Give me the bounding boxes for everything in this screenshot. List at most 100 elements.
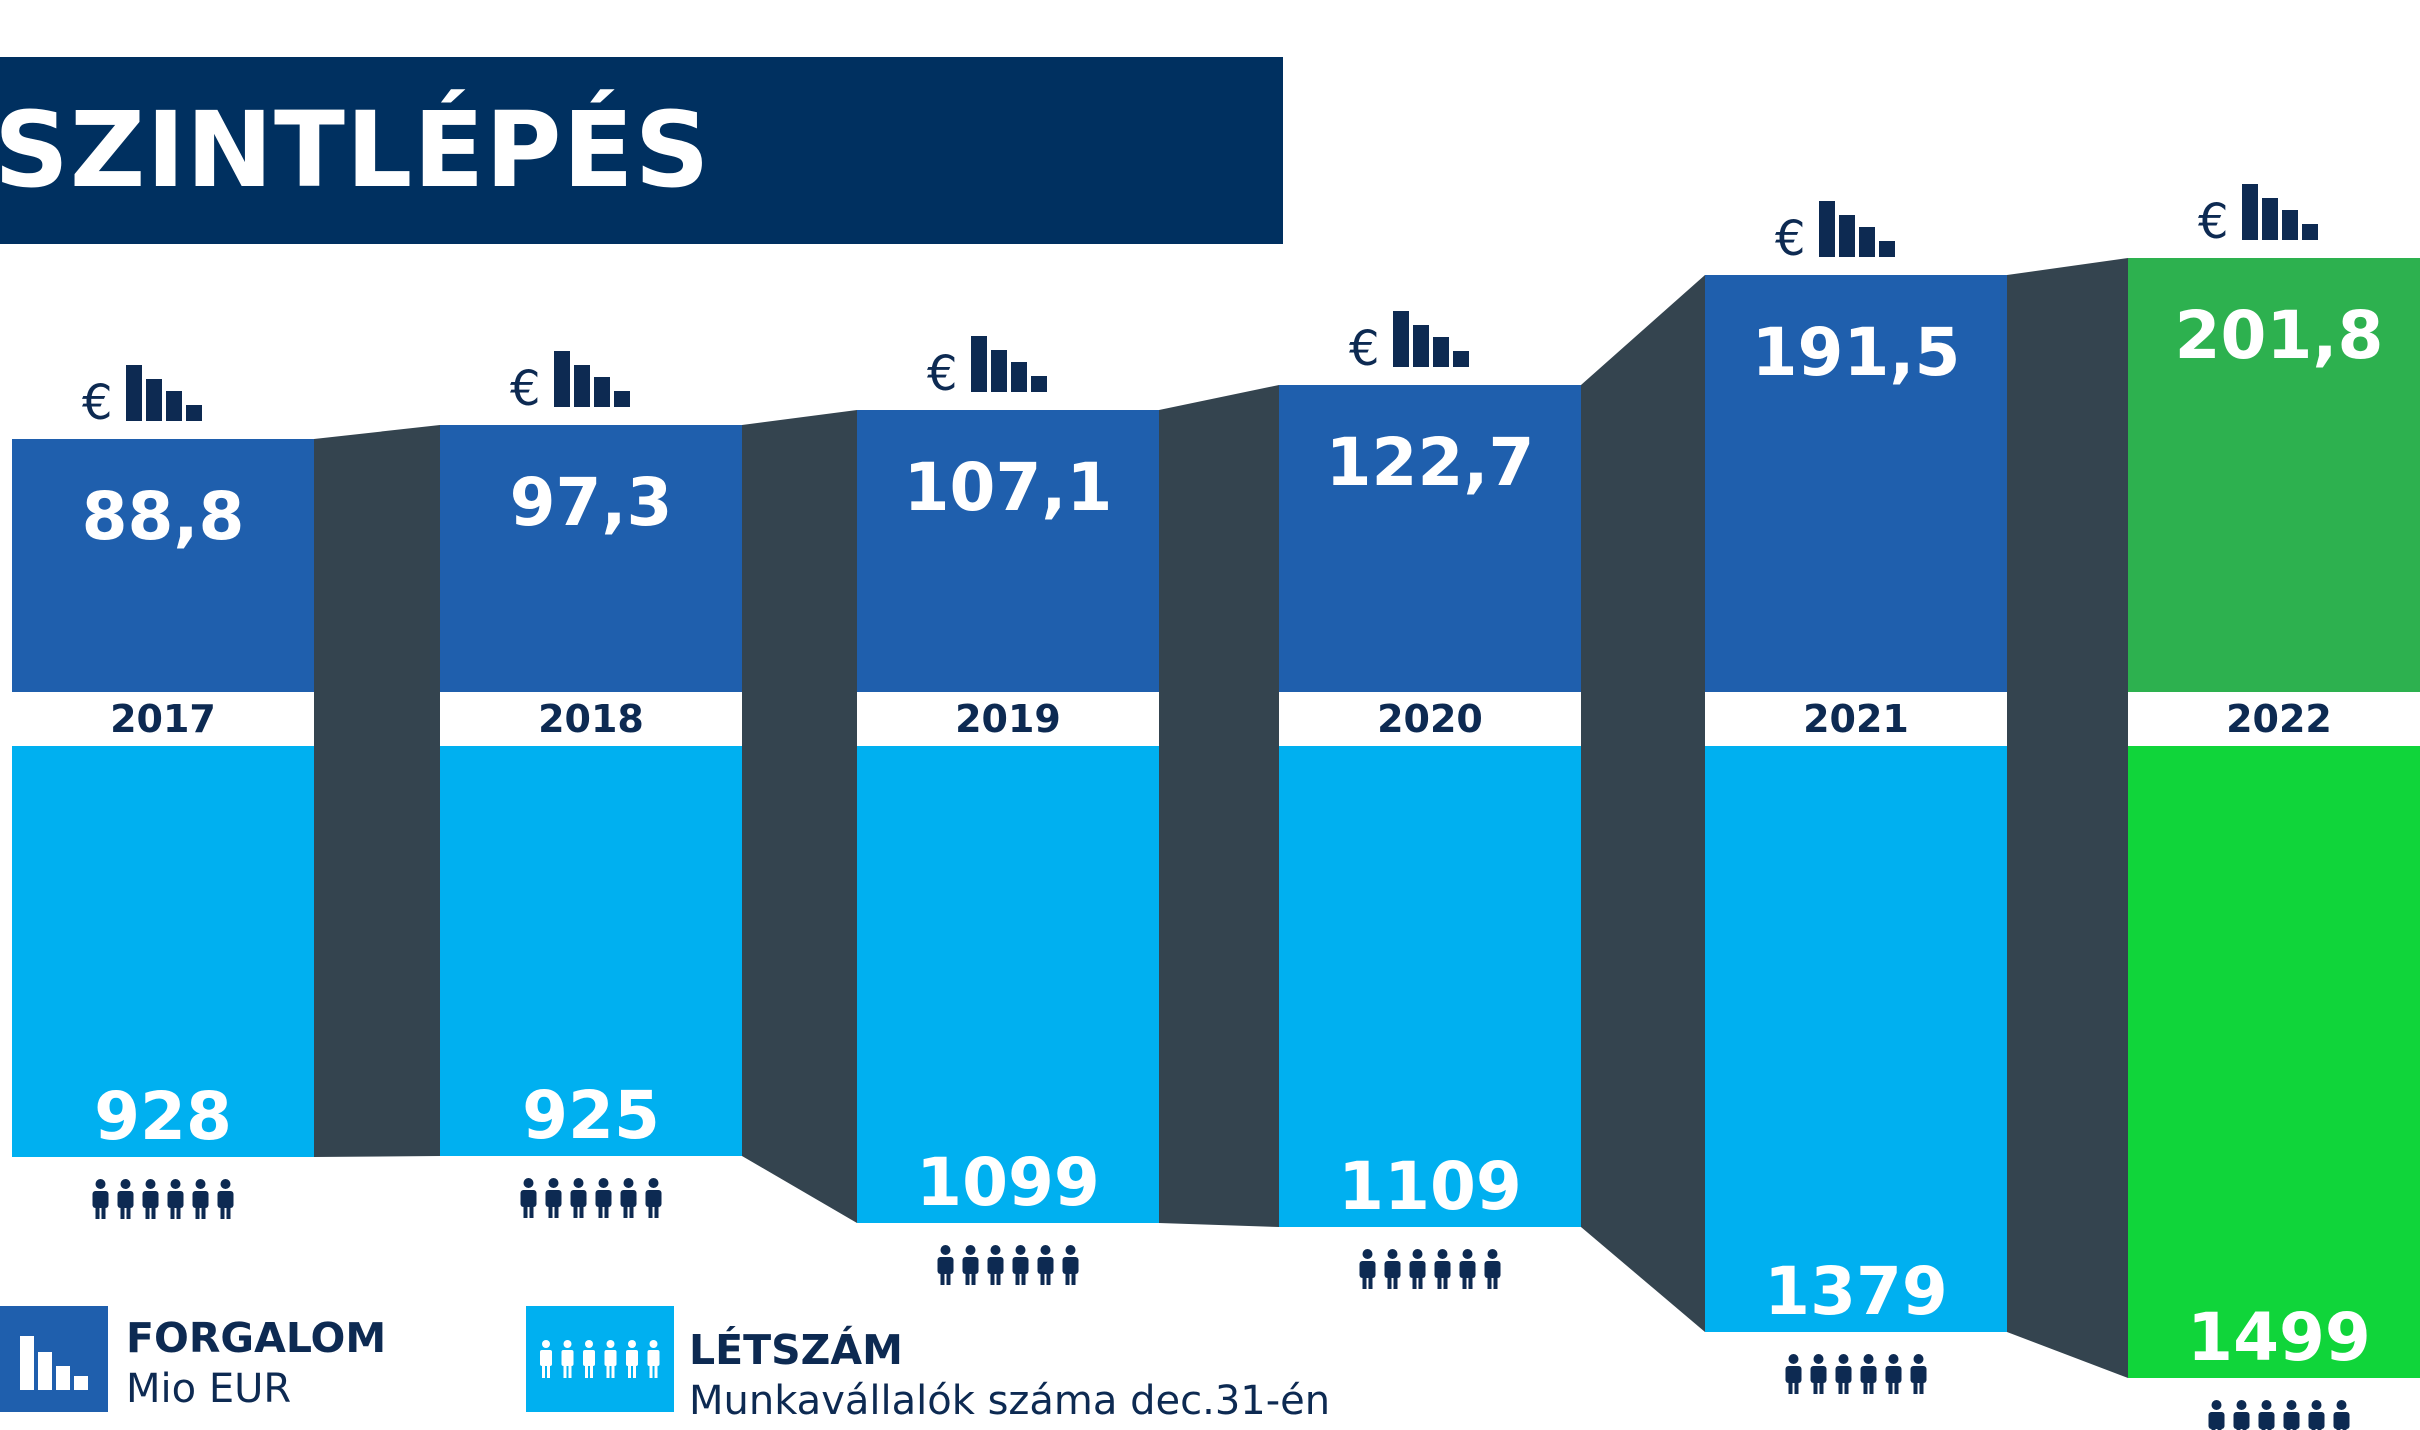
person-head xyxy=(1487,1249,1498,1259)
headcount-bar xyxy=(1279,746,1581,1227)
person-head xyxy=(195,1179,206,1189)
person-leg xyxy=(623,1205,628,1218)
connector-2017-2018 xyxy=(314,425,440,1157)
person-leg xyxy=(1462,1276,1467,1289)
person-leg xyxy=(573,1205,578,1218)
person-body xyxy=(217,1191,234,1208)
bar-icon-bar xyxy=(594,377,610,407)
person-head xyxy=(2211,1400,2222,1410)
person-leg xyxy=(629,1205,634,1218)
revenue-bar xyxy=(1279,385,1581,692)
person-head xyxy=(2311,1400,2322,1410)
person-head xyxy=(1015,1245,1026,1255)
person-body xyxy=(1062,1257,1079,1274)
euro-sign: € xyxy=(82,375,113,431)
person-body xyxy=(937,1257,954,1274)
person-head xyxy=(1437,1249,1448,1259)
person-head xyxy=(523,1178,534,1188)
person-leg xyxy=(628,1364,631,1378)
person-leg xyxy=(170,1206,175,1219)
person-leg xyxy=(542,1364,545,1378)
person-body xyxy=(1434,1261,1451,1278)
year-label: 2017 xyxy=(110,697,216,741)
bar-icon-bar xyxy=(166,391,182,421)
person-head xyxy=(120,1179,131,1189)
euro-sign: € xyxy=(1775,211,1806,267)
bar-icon-bar xyxy=(1453,351,1469,367)
person-head xyxy=(1462,1249,1473,1259)
person-head xyxy=(649,1340,658,1348)
person-leg xyxy=(1487,1276,1492,1289)
person-leg xyxy=(529,1205,534,1218)
person-head xyxy=(548,1178,559,1188)
legend-revenue-subtitle: Mio EUR xyxy=(126,1366,292,1412)
person-leg xyxy=(220,1206,225,1219)
person-head xyxy=(563,1340,572,1348)
person-head xyxy=(1788,1354,1799,1364)
headcount-value-label: 1099 xyxy=(916,1144,1100,1221)
person-body xyxy=(1459,1261,1476,1278)
person-body xyxy=(583,1350,595,1366)
person-leg xyxy=(1418,1276,1423,1289)
person-body xyxy=(626,1350,638,1366)
year-column-2021: 191,5 €2021 1379 xyxy=(1705,201,2007,1394)
person-leg xyxy=(1788,1381,1793,1394)
person-leg xyxy=(598,1205,603,1218)
headcount-value-label: 925 xyxy=(522,1077,660,1154)
headcount-value-label: 1499 xyxy=(2187,1299,2371,1376)
person-leg xyxy=(1894,1381,1899,1394)
connector-2018-2019 xyxy=(742,410,857,1223)
bar-icon-bar xyxy=(1819,201,1835,257)
person-body xyxy=(2283,1412,2300,1429)
person-leg xyxy=(2261,1427,2266,1430)
headcount-bar xyxy=(1705,746,2007,1332)
bar-icon-bar xyxy=(614,391,630,407)
person-body xyxy=(1359,1261,1376,1278)
person-head xyxy=(2286,1400,2297,1410)
person-leg xyxy=(568,1364,572,1378)
person-leg xyxy=(654,1364,658,1378)
bar-icon-bar xyxy=(991,350,1007,392)
person-leg xyxy=(120,1206,125,1219)
euro-sign: € xyxy=(2198,194,2229,250)
person-leg xyxy=(1040,1272,1045,1285)
person-leg xyxy=(563,1364,567,1378)
person-leg xyxy=(101,1206,106,1219)
headcount-value-label: 1109 xyxy=(1338,1148,1522,1225)
person-leg xyxy=(2311,1427,2316,1430)
revenue-bar xyxy=(12,439,314,692)
person-body xyxy=(1835,1366,1852,1383)
bar-icon-bar xyxy=(2242,184,2258,240)
bar-icon-bar xyxy=(1879,241,1895,257)
person-body xyxy=(1785,1366,1802,1383)
bar-icon-bar xyxy=(1839,215,1855,257)
person-leg xyxy=(1844,1381,1849,1394)
person-body xyxy=(1012,1257,1029,1274)
person-leg xyxy=(579,1205,584,1218)
person-head xyxy=(1065,1245,1076,1255)
person-head xyxy=(1888,1354,1899,1364)
person-body xyxy=(1409,1261,1426,1278)
year-column-2022: 201,8 €2022 1499 xyxy=(2128,184,2420,1430)
year-column-2017: 88,8 €2017 928 xyxy=(12,365,314,1219)
person-leg xyxy=(971,1272,976,1285)
person-body xyxy=(520,1190,537,1207)
person-leg xyxy=(1046,1272,1051,1285)
connector-2020-2021 xyxy=(1581,275,1705,1332)
headcount-bar xyxy=(2128,746,2420,1378)
revenue-bar xyxy=(2128,258,2420,692)
person-leg xyxy=(1794,1381,1799,1394)
person-body xyxy=(92,1191,109,1208)
year-label: 2019 xyxy=(955,697,1061,741)
person-leg xyxy=(2211,1427,2216,1430)
bar-icon-bar xyxy=(1413,325,1429,367)
person-leg xyxy=(1443,1276,1448,1289)
person-leg xyxy=(2286,1427,2291,1430)
person-leg xyxy=(2342,1427,2347,1430)
person-body xyxy=(570,1190,587,1207)
bar-icon-bar xyxy=(554,351,570,407)
revenue-value-label: 97,3 xyxy=(510,464,673,541)
person-leg xyxy=(648,1205,653,1218)
